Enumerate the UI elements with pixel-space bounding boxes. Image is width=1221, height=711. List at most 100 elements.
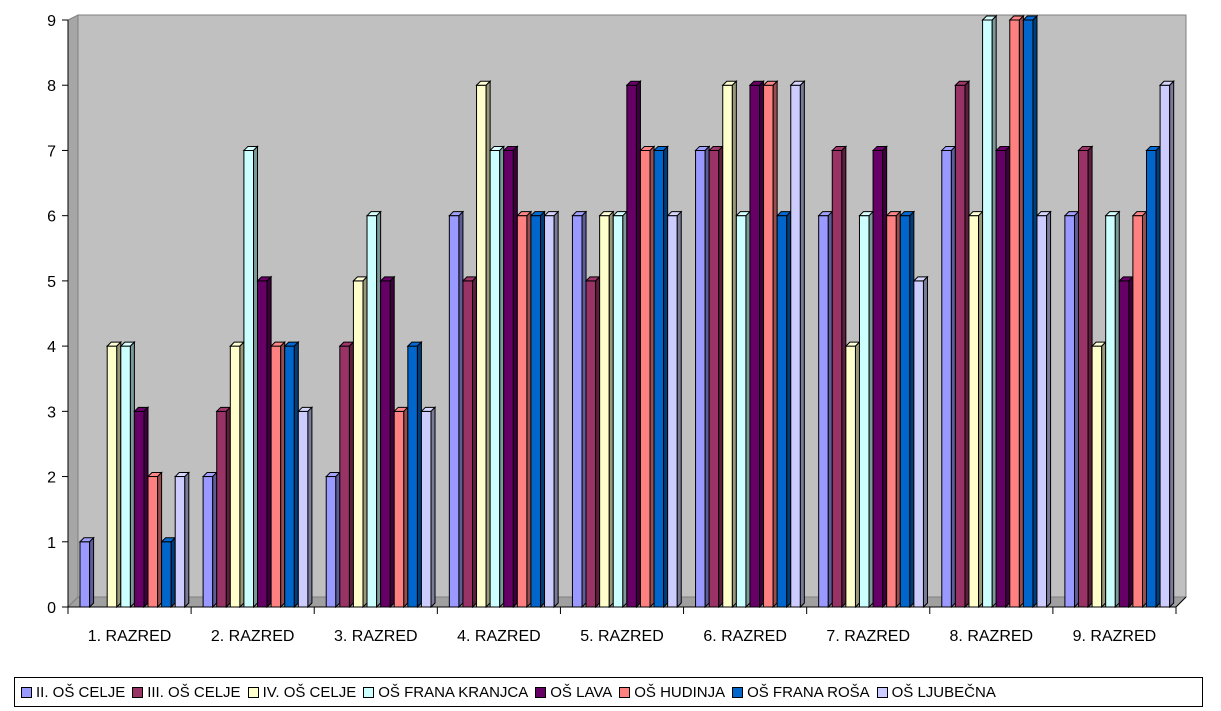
bar <box>529 210 546 609</box>
y-tick-label: 4 <box>47 339 56 356</box>
legend-swatch <box>876 686 888 698</box>
legend-swatch <box>732 686 744 698</box>
axes: 0 1 2 3 4 5 6 7 8 9 1. RAZRED 2. RAZRED 3. RAZRED 4. … <box>47 13 1187 645</box>
y-tick-label: 6 <box>47 209 56 226</box>
x-tick-label: 8. RAZRED <box>950 628 1034 645</box>
bar <box>1022 14 1039 609</box>
legend-item: OŠ HUDINJA <box>619 684 725 701</box>
x-tick-label: 7. RAZRED <box>826 628 910 645</box>
x-tick-label: 1. RAZRED <box>88 628 172 645</box>
x-axis-edge <box>1175 596 1187 608</box>
bar <box>160 536 177 609</box>
y-tick-label: 7 <box>47 143 56 160</box>
bar <box>461 275 478 609</box>
bar <box>1008 14 1025 609</box>
bar <box>694 145 711 609</box>
bar <box>954 80 971 609</box>
bar <box>885 210 902 609</box>
bar <box>516 210 533 609</box>
legend-swatch <box>363 686 375 698</box>
y-tick-label: 0 <box>47 600 56 617</box>
bar <box>502 145 519 609</box>
legend-label: III. OŠ CELJE <box>147 683 241 701</box>
bar <box>133 406 150 609</box>
bar <box>325 471 342 609</box>
legend-item: OŠ FRANA ROŠA <box>732 684 870 701</box>
x-tick-label: 6. RAZRED <box>703 628 787 645</box>
bar <box>571 210 588 609</box>
bar <box>639 145 656 609</box>
legend-swatch <box>247 686 259 698</box>
bar <box>1104 210 1121 609</box>
legend-label: OŠ HUDINJA <box>634 683 726 701</box>
bar <box>994 145 1011 609</box>
bar <box>297 406 314 609</box>
x-tick-label: 5. RAZRED <box>580 628 664 645</box>
bar <box>1118 275 1135 609</box>
bar <box>201 471 218 609</box>
legend-label: OŠ FRANA ROŠA <box>747 683 870 701</box>
bar <box>652 145 669 609</box>
bar <box>1077 145 1094 609</box>
bar <box>215 406 232 609</box>
bar <box>844 340 861 609</box>
bar <box>229 340 246 609</box>
bar <box>789 80 806 609</box>
bar <box>543 210 560 609</box>
bar <box>871 145 888 609</box>
bar <box>475 80 492 609</box>
legend-swatch <box>21 686 32 698</box>
bar <box>420 406 437 609</box>
x-tick-label: 4. RAZRED <box>457 628 541 645</box>
legend-item: OŠ FRANA KRANJCA <box>363 684 528 701</box>
bar <box>448 210 465 609</box>
bar <box>1063 210 1080 609</box>
bar <box>912 275 929 609</box>
bar <box>981 14 998 609</box>
legend-label: IV. OŠ CELJE <box>262 683 357 701</box>
legend-swatch <box>132 686 144 698</box>
x-tick-label: 2. RAZRED <box>211 628 295 645</box>
bar <box>352 275 369 609</box>
bar <box>775 210 792 609</box>
bar <box>748 80 765 609</box>
y-tick-label: 8 <box>47 78 56 95</box>
bar <box>831 145 848 609</box>
bar-chart: 0 1 2 3 4 5 6 7 8 9 1. RAZRED 2. RAZRED 3. RAZRED 4. … <box>47 13 1188 645</box>
bar <box>338 340 355 609</box>
bar <box>858 210 875 609</box>
bar <box>1090 340 1107 609</box>
bar <box>406 340 423 609</box>
bar <box>762 80 779 609</box>
bar <box>612 210 629 609</box>
bar <box>598 210 615 609</box>
bar <box>584 275 601 609</box>
bar <box>899 210 916 609</box>
legend-swatch <box>535 686 547 698</box>
bar <box>721 80 738 609</box>
side-wall <box>67 14 79 609</box>
bar <box>119 340 136 609</box>
y-tick-label: 1 <box>47 535 56 552</box>
legend-label: OŠ FRANA KRANJCA <box>378 683 529 701</box>
bar <box>379 275 396 609</box>
legend-item: IV. OŠ CELJE <box>247 683 357 701</box>
bar <box>365 210 382 609</box>
bar <box>666 210 683 609</box>
bars <box>78 14 1175 609</box>
bar <box>1131 210 1148 609</box>
legend-item: III. OŠ CELJE <box>132 683 241 701</box>
x-tick-label: 3. RAZRED <box>334 628 418 645</box>
bar <box>146 471 163 609</box>
bar <box>78 536 95 609</box>
legend-item: OŠ LJUBEČNA <box>876 684 996 701</box>
x-tick-label: 9. RAZRED <box>1073 628 1157 645</box>
legend-swatch <box>619 686 631 698</box>
bar <box>269 340 286 609</box>
bar <box>256 275 273 609</box>
legend-label: II. OŠ CELJE <box>36 683 126 701</box>
bar <box>735 210 752 609</box>
bar <box>1145 145 1162 609</box>
y-tick-label: 2 <box>47 470 56 487</box>
